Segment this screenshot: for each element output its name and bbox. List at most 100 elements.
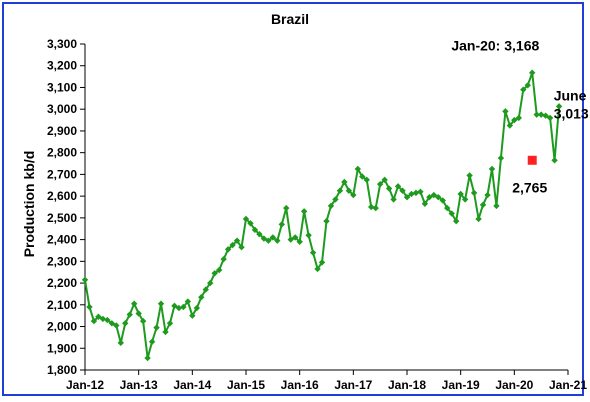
- y-tick-label: 2,900: [47, 124, 77, 138]
- data-point: [497, 154, 505, 162]
- chart-frame: [2, 2, 584, 396]
- data-point: [171, 302, 178, 310]
- x-tick-label: Jan-14: [173, 378, 211, 392]
- data-point: [323, 217, 330, 225]
- data-point: [368, 203, 375, 211]
- data-point: [542, 112, 549, 119]
- data-point: [555, 103, 563, 110]
- y-tick-label: 2,700: [47, 167, 77, 181]
- y-tick-label: 1,800: [47, 363, 77, 377]
- y-axis-label: Production kb/d: [21, 151, 37, 258]
- data-point: [247, 220, 254, 227]
- data-point: [260, 235, 268, 242]
- data-point: [256, 230, 263, 238]
- data-point: [332, 196, 339, 203]
- x-tick-label: Jan-15: [227, 378, 265, 392]
- y-tick-label: 2,200: [47, 276, 77, 290]
- data-point: [314, 265, 321, 273]
- data-point: [359, 173, 366, 180]
- data-point: [399, 187, 406, 194]
- data-point: [238, 244, 245, 251]
- axes: 1,800 1,900 2,000 2,100 2,200 2,300 2,400 2,500…: [47, 37, 587, 392]
- data-point: [193, 304, 201, 312]
- data-point: [202, 286, 209, 293]
- data-point: [296, 238, 303, 245]
- y-tick-label: 2,100: [47, 298, 77, 312]
- data-point: [122, 320, 129, 327]
- data-point: [426, 194, 433, 201]
- data-point: [457, 190, 464, 198]
- data-point: [354, 165, 362, 173]
- data-point: [551, 157, 558, 164]
- data-point: [90, 317, 98, 325]
- data-point: [215, 266, 223, 274]
- data-point: [86, 303, 93, 311]
- data-point: [139, 317, 147, 325]
- y-tick-label: 2,000: [47, 320, 77, 334]
- x-tick-label: Jan-20: [495, 378, 533, 392]
- data-point: [376, 180, 384, 188]
- data-point: [435, 194, 442, 201]
- data-point: [207, 279, 214, 287]
- data-point: [166, 320, 174, 327]
- y-tick-label: 3,000: [47, 102, 77, 116]
- y-tick-label: 2,600: [47, 189, 77, 203]
- data-point: [470, 189, 478, 197]
- annotation-label: Jan-20: 3,168: [451, 38, 539, 54]
- data-point: [502, 108, 509, 115]
- data-point: [99, 315, 107, 323]
- data-point: [278, 221, 285, 228]
- highlight-point: [527, 155, 537, 165]
- data-point: [108, 320, 116, 327]
- annotation-label: June: [554, 87, 587, 103]
- data-point: [81, 276, 89, 284]
- y-tick-label: 1,900: [47, 341, 77, 355]
- data-point: [461, 196, 469, 203]
- data-point: [412, 189, 420, 197]
- data-point: [394, 183, 402, 190]
- data-point: [189, 312, 196, 319]
- series-line-group: [84, 71, 561, 360]
- x-tick-label: Jan-13: [120, 378, 158, 392]
- y-tick-label: 2,400: [47, 233, 77, 247]
- data-point: [408, 190, 415, 198]
- annotation-label: 2,765: [512, 179, 547, 195]
- x-tick-label: Jan-19: [442, 378, 480, 392]
- data-point: [452, 217, 460, 225]
- data-point: [113, 322, 120, 329]
- x-tick-label: Jan-21: [549, 378, 587, 392]
- data-point: [488, 165, 496, 173]
- data-point: [336, 187, 344, 194]
- x-tick-label: Jan-16: [281, 378, 319, 392]
- data-point: [484, 191, 491, 199]
- series-line: [84, 71, 561, 360]
- y-tick-label: 3,300: [47, 37, 77, 51]
- data-point: [385, 185, 393, 192]
- data-point: [229, 241, 236, 249]
- data-point: [493, 202, 500, 210]
- data-point: [157, 300, 165, 307]
- data-point: [265, 237, 272, 244]
- data-point: [533, 111, 540, 118]
- data-point: [515, 114, 523, 122]
- data-point: [421, 200, 429, 207]
- data-point: [211, 270, 218, 277]
- data-point: [220, 255, 227, 263]
- data-point: [511, 116, 518, 124]
- data-point: [520, 86, 527, 93]
- data-point: [300, 208, 308, 215]
- y-tick-label: 3,200: [47, 59, 77, 73]
- data-point: [242, 215, 250, 223]
- y-tick-label: 2,500: [47, 211, 77, 225]
- data-point: [148, 338, 156, 345]
- data-point: [104, 316, 111, 324]
- data-point: [345, 187, 353, 194]
- data-point: [341, 178, 348, 186]
- annotation-group: Jan-20: 3,168 June 3,013 2,765: [451, 38, 589, 196]
- data-point: [529, 69, 536, 76]
- y-tick-label: 2,800: [47, 146, 77, 160]
- data-point: [305, 232, 312, 239]
- data-point: [537, 111, 545, 118]
- data-point: [291, 234, 299, 241]
